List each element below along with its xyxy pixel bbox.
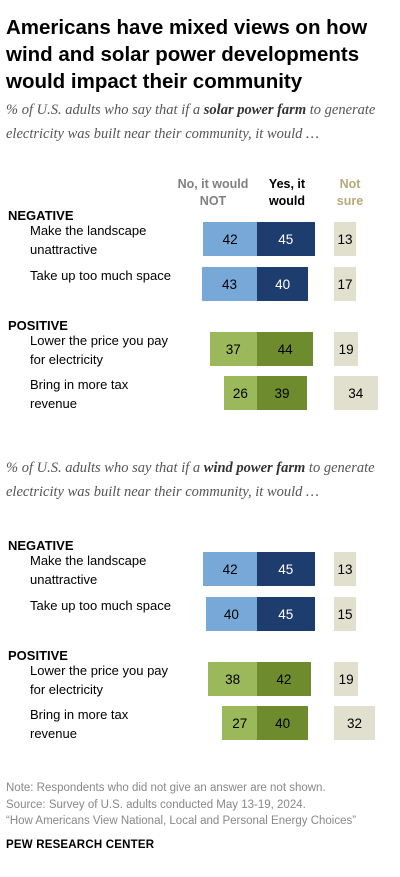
row-label: Bring in more tax revenue xyxy=(30,377,129,411)
bar-not-sure: 17 xyxy=(334,267,356,301)
bar-yes: 44 xyxy=(257,332,314,366)
bar-yes: 39 xyxy=(257,376,307,410)
panel-subtitle-solar: % of U.S. adults who say that if a solar… xyxy=(6,102,376,142)
row-label: Bring in more tax revenue xyxy=(30,707,129,741)
bar-no: 42 xyxy=(203,222,257,256)
column-header-yes: Yes, it would xyxy=(268,177,306,208)
bar-not-sure: 34 xyxy=(334,376,378,410)
bar-no: 27 xyxy=(222,706,257,740)
bar-not-sure: 13 xyxy=(334,222,356,256)
source-text: Source: Survey of U.S. adults conducted … xyxy=(6,798,306,811)
bar-no: 43 xyxy=(201,267,257,301)
column-header-not-sure: Not sure xyxy=(336,177,364,208)
bar-no: 26 xyxy=(223,376,257,410)
row-label: Take up too much space xyxy=(30,598,171,613)
group-label-positive: POSITIVE xyxy=(8,318,68,333)
bar-no: 37 xyxy=(209,332,257,366)
column-header-no: No, it would NOT xyxy=(177,177,249,208)
bar-not-sure: 15 xyxy=(334,597,356,631)
row-label: Lower the price you pay for electricity xyxy=(30,333,169,367)
bar-yes: 45 xyxy=(257,552,315,586)
bar-not-sure: 13 xyxy=(334,552,356,586)
bar-yes: 45 xyxy=(257,222,315,256)
row-label: Take up too much space xyxy=(30,268,171,283)
bar-no: 40 xyxy=(205,597,257,631)
report-text: “How Americans View National, Local and … xyxy=(6,815,357,827)
row-label: Make the landscape unattractive xyxy=(30,553,147,587)
bar-no: 38 xyxy=(208,662,257,696)
group-label-negative: NEGATIVE xyxy=(8,208,74,223)
bar-not-sure: 19 xyxy=(334,332,359,366)
chart-title: Americans have mixed views on how wind a… xyxy=(6,16,368,93)
bar-yes: 42 xyxy=(257,662,311,696)
row-label: Lower the price you pay for electricity xyxy=(30,663,169,697)
chart-note: Note: Respondents who did not give an an… xyxy=(6,780,398,830)
bar-yes: 40 xyxy=(257,267,309,301)
note-text: Note: Respondents who did not give an an… xyxy=(6,782,326,794)
group-label-negative: NEGATIVE xyxy=(8,538,74,553)
source-organization: PEW RESEARCH CENTER xyxy=(6,839,155,851)
bar-yes: 40 xyxy=(257,706,309,740)
panel-subtitle-wind: % of U.S. adults who say that if a wind … xyxy=(6,460,375,500)
bar-not-sure: 19 xyxy=(334,662,359,696)
row-label: Make the landscape unattractive xyxy=(30,223,147,257)
bar-yes: 45 xyxy=(257,597,315,631)
group-label-positive: POSITIVE xyxy=(8,648,68,663)
bar-not-sure: 32 xyxy=(334,706,375,740)
bar-no: 42 xyxy=(203,552,257,586)
